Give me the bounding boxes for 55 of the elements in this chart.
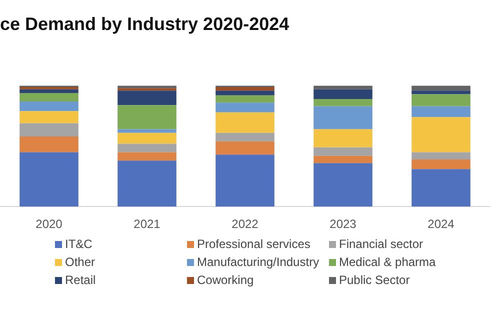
bar <box>314 106 372 130</box>
legend-label: Financial sector <box>339 237 424 251</box>
bar <box>118 90 176 106</box>
bar <box>20 86 78 90</box>
bar <box>412 90 470 94</box>
bar <box>216 95 274 103</box>
bar <box>412 106 470 118</box>
bar <box>20 136 78 152</box>
legend-label: Other <box>65 255 96 269</box>
legend-label: Medical & pharma <box>339 255 436 269</box>
bar <box>20 152 78 207</box>
legend-label: Coworking <box>197 273 254 287</box>
bar <box>216 154 274 207</box>
legend-label: Manufacturing/Industry <box>197 255 320 269</box>
bar <box>412 159 470 170</box>
bar <box>118 88 176 91</box>
bar <box>412 86 470 91</box>
bar <box>20 111 78 124</box>
bar <box>216 86 274 91</box>
legend-label: Professional services <box>197 237 310 251</box>
bar <box>118 132 176 144</box>
bar <box>118 129 176 133</box>
bar <box>216 102 274 112</box>
bar <box>412 94 470 106</box>
chart-title: ce Demand by Industry 2020-2024 <box>0 14 290 34</box>
bar <box>412 152 470 160</box>
legend-label: IT&C <box>65 237 92 251</box>
x-tick-label: 2023 <box>330 217 357 232</box>
bar <box>20 93 78 102</box>
legend-label: Public Sector <box>339 273 410 287</box>
x-tick-label: 2024 <box>428 217 455 232</box>
x-tick-label: 2021 <box>134 217 161 232</box>
bar <box>216 132 274 142</box>
bar <box>314 147 372 156</box>
legend-label: Retail <box>65 273 96 287</box>
bar <box>314 99 372 106</box>
bar <box>412 117 470 152</box>
bar <box>118 152 176 161</box>
bar <box>20 123 78 137</box>
bar <box>20 101 78 112</box>
bar <box>216 112 274 133</box>
bar <box>118 144 176 152</box>
bar <box>314 129 372 148</box>
x-tick-label: 2020 <box>36 217 63 232</box>
bar <box>412 169 470 207</box>
bar <box>20 89 78 94</box>
bar <box>314 89 372 100</box>
x-tick-label: 2022 <box>232 217 259 232</box>
bar <box>314 86 372 90</box>
bar <box>118 105 176 130</box>
bar <box>216 90 274 96</box>
bar <box>216 141 274 155</box>
bar <box>118 160 176 207</box>
bar <box>314 156 372 164</box>
bar <box>314 163 372 207</box>
